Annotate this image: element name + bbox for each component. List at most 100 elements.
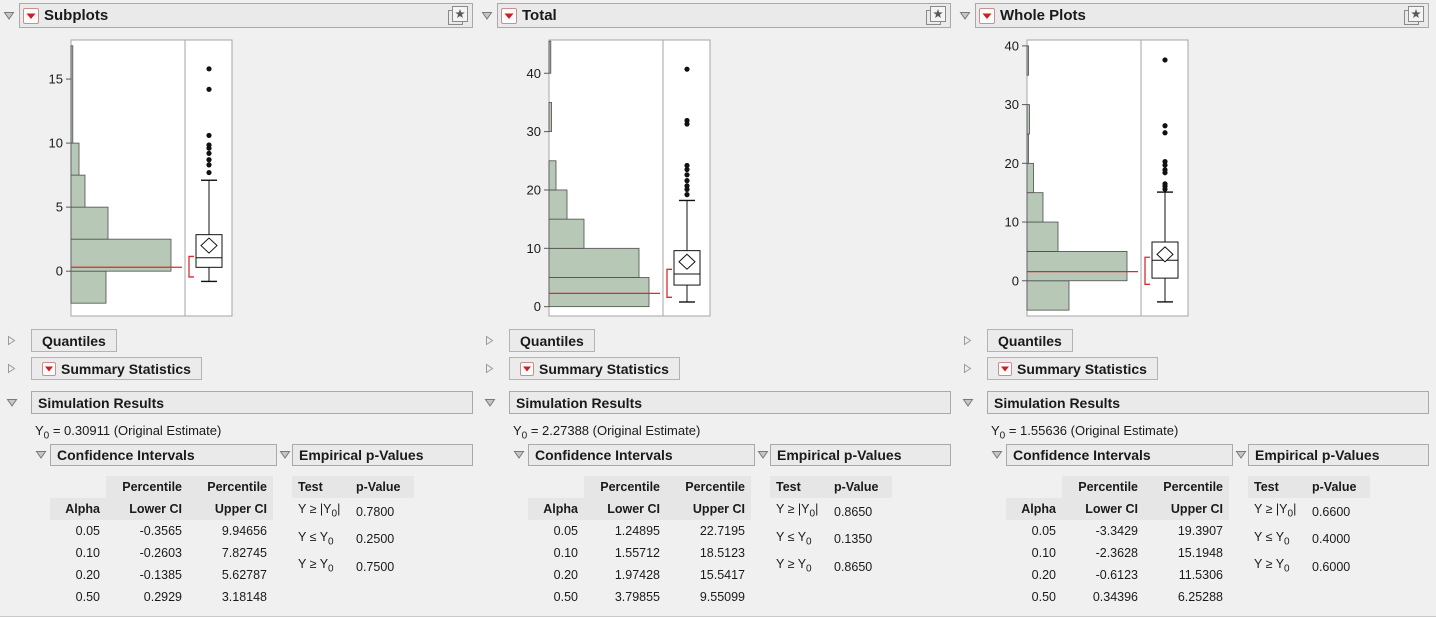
panel-title: Total bbox=[522, 7, 557, 24]
p-row: Y ≥ Y0 0.6000 bbox=[1248, 553, 1370, 581]
empirical-p-values-label: Empirical p-Values bbox=[299, 447, 424, 463]
quantiles-label: Quantiles bbox=[520, 332, 584, 349]
p-value-cell: 0.2500 bbox=[356, 532, 395, 547]
empirical-p-values-header[interactable]: Empirical p-Values bbox=[770, 444, 951, 466]
summary-statistics-button[interactable]: Summary Statistics bbox=[509, 357, 680, 380]
ci-header-row: Alpha Lower CI Upper CI bbox=[528, 498, 751, 520]
p-value-cell: 0.6000 bbox=[1312, 559, 1351, 574]
p-row: Y ≥ |Y0| 0.7800 bbox=[292, 498, 414, 526]
empirical-p-values-header[interactable]: Empirical p-Values bbox=[1248, 444, 1429, 466]
bookmark-star-icon[interactable] bbox=[1403, 5, 1425, 27]
summary-statistics-button[interactable]: Summary Statistics bbox=[987, 357, 1158, 380]
svg-text:10: 10 bbox=[527, 241, 541, 256]
panel-header[interactable]: Subplots bbox=[19, 3, 473, 28]
ci-col-header: Percentile bbox=[1062, 476, 1144, 498]
red-triangle-menu-icon[interactable] bbox=[520, 361, 534, 376]
simulation-results-header[interactable]: Simulation Results bbox=[987, 391, 1429, 414]
red-triangle-menu-icon[interactable] bbox=[42, 361, 56, 376]
simulation-results-label: Simulation Results bbox=[994, 394, 1121, 411]
confidence-intervals-table: Percentile Percentile Alpha Lower CI Upp… bbox=[528, 476, 751, 608]
chevron-down-icon[interactable] bbox=[513, 449, 525, 460]
p-header-row: Test p-Value bbox=[292, 476, 414, 498]
confidence-intervals-table: Percentile Percentile Alpha Lower CI Upp… bbox=[1006, 476, 1229, 608]
ci-row: 0.20 1.97428 15.5417 bbox=[528, 564, 751, 586]
confidence-intervals-header[interactable]: Confidence Intervals bbox=[528, 444, 755, 466]
chevron-down-icon[interactable] bbox=[962, 397, 974, 408]
test-col-header: Test bbox=[770, 476, 828, 498]
red-triangle-menu-icon[interactable] bbox=[979, 7, 995, 24]
panel-header[interactable]: Whole Plots bbox=[975, 3, 1429, 28]
ci-header-row: Percentile Percentile bbox=[528, 476, 751, 498]
chevron-down-icon[interactable] bbox=[991, 449, 1003, 460]
red-triangle-menu-icon[interactable] bbox=[998, 361, 1012, 376]
p-row: Y ≤ Y0 0.2500 bbox=[292, 526, 414, 554]
ci-col-header: Lower CI bbox=[584, 498, 666, 520]
alpha-cell: 0.10 bbox=[1031, 546, 1056, 560]
chevron-down-icon[interactable] bbox=[6, 397, 18, 408]
panel-header[interactable]: Total bbox=[497, 3, 951, 28]
quantiles-button[interactable]: Quantiles bbox=[987, 329, 1073, 352]
upper-ci-cell: 9.94656 bbox=[221, 524, 267, 538]
confidence-intervals-header[interactable]: Confidence Intervals bbox=[50, 444, 277, 466]
quantiles-button[interactable]: Quantiles bbox=[509, 329, 595, 352]
panel-title: Subplots bbox=[44, 7, 109, 24]
distribution-chart[interactable]: 0 5 10 15 bbox=[36, 34, 236, 318]
confidence-intervals-header[interactable]: Confidence Intervals bbox=[1006, 444, 1233, 466]
chevron-down-icon[interactable] bbox=[3, 10, 15, 21]
ci-row: 0.50 0.34396 6.25288 bbox=[1006, 586, 1229, 608]
svg-text:15: 15 bbox=[49, 72, 63, 87]
bookmark-star-icon[interactable] bbox=[925, 5, 947, 27]
p-value-cell: 0.1350 bbox=[834, 532, 873, 547]
panel-2: Whole Plots 0 10 20 30 40 Quantiles Summary bbox=[956, 0, 1434, 616]
bookmark-star-icon[interactable] bbox=[447, 5, 469, 27]
chevron-down-icon[interactable] bbox=[484, 397, 496, 408]
svg-text:0: 0 bbox=[534, 299, 541, 314]
ci-row: 0.10 -2.3628 15.1948 bbox=[1006, 542, 1229, 564]
p-values-table: Test p-Value Y ≥ |Y0| 0.7800 Y ≤ Y0 0.25… bbox=[292, 476, 414, 581]
upper-ci-cell: 18.5123 bbox=[699, 546, 745, 560]
confidence-intervals-label: Confidence Intervals bbox=[1013, 447, 1151, 463]
empirical-p-values-header[interactable]: Empirical p-Values bbox=[292, 444, 473, 466]
lower-ci-cell: -0.3565 bbox=[139, 524, 182, 538]
lower-ci-cell: 1.97428 bbox=[614, 568, 660, 582]
confidence-intervals-table: Percentile Percentile Alpha Lower CI Upp… bbox=[50, 476, 273, 608]
alpha-cell: 0.10 bbox=[75, 546, 100, 560]
upper-ci-cell: 6.25288 bbox=[1177, 590, 1223, 604]
chevron-down-icon[interactable] bbox=[35, 449, 47, 460]
summary-statistics-label: Summary Statistics bbox=[61, 360, 191, 377]
ci-header-row: Alpha Lower CI Upper CI bbox=[1006, 498, 1229, 520]
panel-1: Total 0 10 20 30 40 Quantiles Summary Stati bbox=[478, 0, 956, 616]
chevron-right-icon[interactable] bbox=[962, 363, 973, 374]
ci-row: 0.10 1.55712 18.5123 bbox=[528, 542, 751, 564]
chevron-down-icon[interactable] bbox=[757, 449, 769, 460]
simulation-results-header[interactable]: Simulation Results bbox=[509, 391, 951, 414]
chevron-right-icon[interactable] bbox=[962, 335, 973, 346]
chevron-down-icon[interactable] bbox=[959, 10, 971, 21]
summary-statistics-button[interactable]: Summary Statistics bbox=[31, 357, 202, 380]
chevron-down-icon[interactable] bbox=[279, 449, 291, 460]
lower-ci-cell: 0.34396 bbox=[1092, 590, 1138, 604]
svg-text:5: 5 bbox=[56, 200, 63, 215]
upper-ci-cell: 22.7195 bbox=[699, 524, 745, 538]
chevron-right-icon[interactable] bbox=[484, 363, 495, 374]
red-triangle-menu-icon[interactable] bbox=[23, 7, 39, 24]
chevron-right-icon[interactable] bbox=[6, 363, 17, 374]
red-triangle-menu-icon[interactable] bbox=[501, 7, 517, 24]
test-cell: Y ≥ Y0 bbox=[298, 557, 334, 575]
simulation-results-label: Simulation Results bbox=[38, 394, 165, 411]
ci-col-header: Lower CI bbox=[106, 498, 188, 520]
chevron-right-icon[interactable] bbox=[6, 335, 17, 346]
quantiles-button[interactable]: Quantiles bbox=[31, 329, 117, 352]
distribution-chart[interactable]: 0 10 20 30 40 bbox=[992, 34, 1192, 318]
p-value-cell: 0.7500 bbox=[356, 559, 395, 574]
simulation-results-header[interactable]: Simulation Results bbox=[31, 391, 473, 414]
chevron-right-icon[interactable] bbox=[484, 335, 495, 346]
lower-ci-cell: 3.79855 bbox=[614, 590, 660, 604]
distribution-chart[interactable]: 0 10 20 30 40 bbox=[514, 34, 714, 318]
chevron-down-icon[interactable] bbox=[1235, 449, 1247, 460]
p-header-row: Test p-Value bbox=[1248, 476, 1370, 498]
ci-col-header: Percentile bbox=[584, 476, 666, 498]
upper-ci-cell: 19.3907 bbox=[1177, 524, 1223, 538]
chevron-down-icon[interactable] bbox=[481, 10, 493, 21]
ci-col-header: Upper CI bbox=[666, 498, 751, 520]
